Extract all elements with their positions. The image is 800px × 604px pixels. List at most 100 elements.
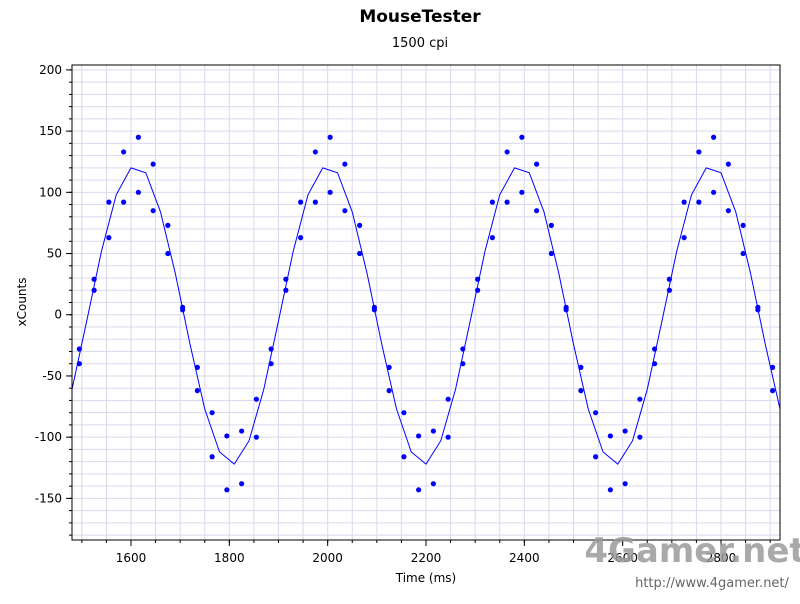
data-point	[76, 361, 82, 367]
y-tick-label: 0	[54, 308, 62, 322]
y-tick-label: 100	[39, 185, 62, 199]
data-point	[91, 287, 97, 293]
data-point	[91, 276, 97, 282]
data-point	[622, 481, 628, 487]
data-point	[224, 487, 230, 493]
data-point	[121, 199, 127, 205]
data-point	[268, 346, 274, 352]
data-line	[71, 167, 781, 465]
data-point	[622, 428, 628, 434]
data-point	[770, 364, 776, 370]
data-point	[342, 161, 348, 167]
data-point	[121, 149, 127, 155]
y-tick-label: 200	[39, 63, 62, 77]
data-point	[504, 149, 510, 155]
data-point	[106, 199, 112, 205]
marks	[71, 134, 781, 493]
data-point	[209, 410, 215, 416]
data-point	[386, 364, 392, 370]
data-point	[357, 222, 363, 228]
data-point	[416, 433, 422, 439]
y-axis-label: xCounts	[15, 278, 29, 327]
data-point	[475, 276, 481, 282]
data-point	[106, 235, 112, 241]
data-point	[401, 454, 407, 460]
data-point	[357, 250, 363, 257]
data-point	[607, 487, 613, 493]
x-axis-label: Time (ms)	[395, 571, 457, 585]
data-point	[725, 208, 731, 214]
data-point	[489, 235, 495, 241]
data-point	[135, 189, 141, 195]
data-point	[76, 346, 82, 352]
y-tick-label: -50	[42, 369, 62, 383]
data-point	[519, 189, 525, 195]
data-point	[312, 199, 318, 205]
watermark: 4Gamer.net	[584, 531, 800, 571]
axes: 1600 1800 2000 2200 2400 2600 2800 -150 -100 -50 0…	[35, 63, 771, 565]
data-point	[253, 396, 259, 402]
data-point	[725, 161, 731, 167]
data-point	[430, 481, 436, 487]
data-point	[150, 161, 156, 167]
data-point	[637, 396, 643, 402]
data-point	[652, 361, 658, 367]
data-point	[283, 287, 289, 293]
data-point	[637, 434, 643, 440]
data-point	[445, 434, 451, 440]
data-point	[504, 199, 510, 205]
data-point	[312, 149, 318, 155]
y-tick-label: -100	[35, 430, 62, 444]
data-point	[770, 388, 776, 394]
data-point	[740, 222, 746, 228]
x-tick-label: 2000	[312, 551, 343, 565]
data-point	[593, 410, 599, 416]
data-point	[519, 134, 525, 140]
data-point	[711, 189, 717, 195]
watermark-url: http://www.4gamer.net/	[635, 576, 789, 591]
data-point	[666, 276, 672, 282]
data-point	[534, 161, 540, 167]
data-point	[342, 208, 348, 214]
data-point	[298, 199, 304, 205]
data-point	[253, 434, 259, 440]
y-tick-label: -150	[35, 491, 62, 505]
data-point	[165, 250, 171, 257]
y-tick-label: 50	[47, 247, 62, 261]
data-point	[386, 388, 392, 394]
data-point	[652, 346, 658, 352]
data-point	[548, 250, 554, 257]
data-point	[165, 222, 171, 228]
data-point	[460, 346, 466, 352]
data-point	[578, 388, 584, 394]
data-point	[327, 189, 333, 195]
data-point	[371, 307, 377, 313]
data-point	[460, 361, 466, 367]
data-point	[475, 287, 481, 293]
data-point	[711, 134, 717, 140]
data-point	[666, 287, 672, 293]
data-point	[298, 235, 304, 241]
data-point	[430, 428, 436, 434]
grid	[72, 65, 780, 540]
data-point	[755, 307, 761, 313]
x-tick-label: 1800	[214, 551, 245, 565]
data-point	[696, 149, 702, 155]
data-point	[209, 454, 215, 460]
data-point	[239, 481, 245, 487]
data-point	[268, 361, 274, 367]
data-point	[578, 364, 584, 370]
data-point	[445, 396, 451, 402]
data-point	[194, 364, 200, 370]
data-point	[740, 250, 746, 257]
data-point	[416, 487, 422, 493]
x-tick-label: 1600	[116, 551, 147, 565]
data-point	[283, 276, 289, 282]
x-tick-label: 2600	[607, 551, 638, 565]
chart-subtitle: 1500 cpi	[392, 36, 448, 51]
data-point	[607, 433, 613, 439]
data-point	[681, 199, 687, 205]
data-point	[135, 134, 141, 140]
data-point	[239, 428, 245, 434]
